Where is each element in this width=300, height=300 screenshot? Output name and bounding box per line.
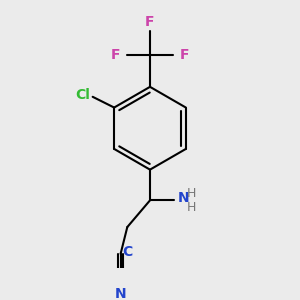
Text: C: C — [122, 245, 132, 260]
Text: Cl: Cl — [75, 88, 90, 103]
Text: H: H — [187, 187, 196, 200]
Text: F: F — [179, 48, 189, 62]
Text: H: H — [187, 200, 196, 214]
Text: N: N — [115, 287, 126, 300]
Text: F: F — [145, 15, 155, 29]
Text: F: F — [111, 48, 121, 62]
Text: N: N — [178, 191, 190, 205]
